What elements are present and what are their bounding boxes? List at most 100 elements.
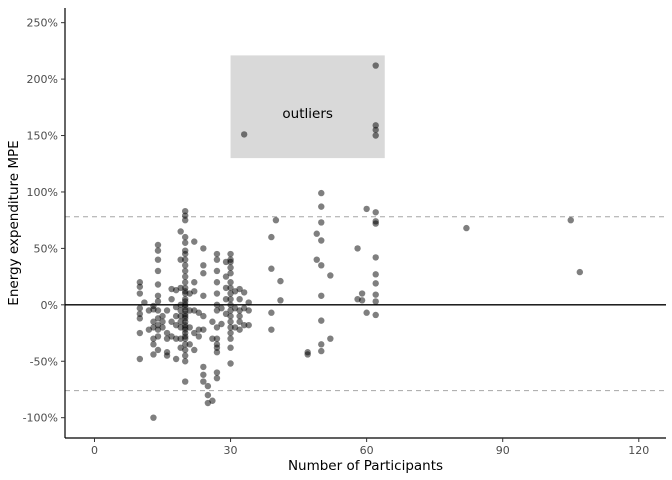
outliers-annotation-label: outliers: [282, 106, 333, 122]
data-point: [363, 309, 370, 316]
data-point: [213, 374, 221, 382]
data-point: [191, 238, 198, 245]
data-point: [372, 220, 379, 227]
data-point: [372, 254, 379, 261]
data-point: [213, 335, 221, 342]
data-point: [222, 295, 230, 303]
y-tick-label: 150%: [27, 130, 58, 143]
data-point: [204, 382, 212, 390]
x-tick-label: 90: [496, 444, 510, 457]
data-point: [186, 324, 193, 331]
data-point: [304, 351, 311, 358]
data-point: [463, 224, 470, 232]
data-point: [136, 279, 144, 286]
data-point: [200, 262, 207, 269]
data-point: [277, 277, 284, 285]
data-point: [354, 245, 361, 252]
data-point: [154, 307, 162, 314]
data-point: [209, 318, 216, 325]
data-point: [268, 233, 275, 241]
data-point: [136, 329, 144, 337]
data-point: [213, 349, 221, 356]
data-point: [177, 318, 184, 325]
data-point: [213, 324, 221, 331]
data-point: [154, 281, 162, 288]
data-point: [200, 371, 207, 378]
data-point: [159, 324, 166, 331]
data-point: [191, 288, 198, 295]
data-point: [272, 216, 280, 224]
data-point: [227, 360, 234, 367]
data-point: [182, 267, 189, 275]
data-point: [372, 291, 379, 298]
data-point: [195, 309, 203, 316]
data-point: [318, 189, 325, 197]
data-point: [318, 237, 325, 244]
data-point: [195, 326, 203, 333]
data-point: [372, 126, 379, 134]
data-point: [154, 333, 162, 340]
data-point: [227, 312, 234, 320]
data-point: [372, 298, 379, 305]
data-point: [227, 324, 234, 331]
data-point: [159, 312, 166, 320]
data-point: [227, 250, 234, 258]
data-point: [372, 132, 379, 139]
data-point: [159, 318, 166, 325]
data-point: [172, 312, 180, 320]
data-point: [200, 326, 207, 333]
data-point: [209, 335, 216, 342]
data-point: [268, 326, 275, 333]
data-point: [154, 298, 162, 305]
x-tick-label: 30: [224, 444, 238, 457]
x-tick-label: 0: [91, 444, 98, 457]
data-point: [154, 267, 162, 275]
data-point: [213, 301, 221, 309]
data-point: [154, 256, 162, 263]
data-point: [209, 397, 216, 404]
data-point: [240, 321, 248, 329]
data-point: [236, 312, 243, 320]
data-point: [318, 341, 325, 348]
data-point: [182, 346, 189, 354]
reference-lines: [65, 216, 666, 392]
data-point: [182, 262, 189, 269]
data-point: [213, 256, 221, 263]
data-point: [236, 326, 243, 333]
data-point: [182, 335, 189, 342]
data-point: [227, 270, 234, 277]
data-point: [372, 271, 379, 278]
data-point: [200, 270, 207, 277]
data-point: [372, 280, 379, 287]
data-point: [141, 299, 148, 306]
y-tick-label: -100%: [23, 412, 58, 425]
data-point: [191, 329, 198, 337]
outliers-highlight-box: [230, 55, 385, 159]
data-point: [313, 230, 320, 237]
data-point: [218, 305, 225, 312]
data-point: [358, 297, 366, 304]
data-point: [245, 307, 252, 314]
data-point: [227, 264, 234, 271]
data-point: [177, 307, 184, 314]
x-axis-title: Number of Participants: [288, 458, 443, 474]
data-point: [318, 203, 325, 210]
data-point: [372, 209, 379, 216]
data-point: [227, 279, 234, 286]
data-point: [213, 290, 221, 297]
data-point: [168, 318, 175, 325]
data-point: [213, 369, 221, 376]
data-point: [358, 290, 366, 297]
data-point: [136, 310, 144, 318]
data-point: [240, 131, 248, 138]
data-point: [182, 212, 189, 219]
annotation-layer: [230, 55, 385, 159]
data-point: [177, 256, 184, 263]
data-point: [182, 216, 189, 224]
data-point: [245, 321, 252, 329]
data-point: [136, 283, 144, 290]
data-point: [318, 317, 325, 324]
data-point: [195, 333, 203, 340]
data-point: [213, 279, 221, 286]
